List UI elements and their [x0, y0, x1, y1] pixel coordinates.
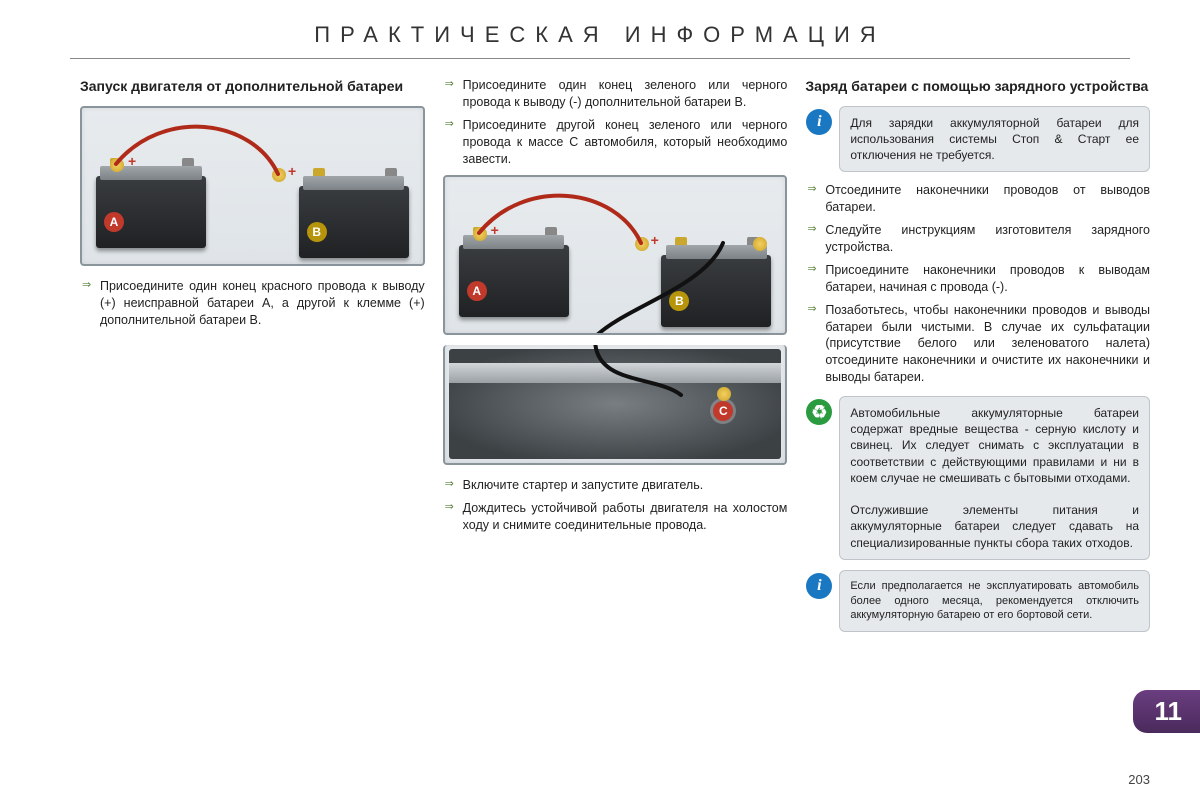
info-icon: i — [806, 109, 832, 135]
col1-step1: Присоедините один конец красного провода… — [80, 278, 425, 329]
eco-para1: Автомобильные аккумуляторные батареи сод… — [850, 406, 1139, 485]
battery-b-label: B — [307, 222, 327, 242]
col2-step1: Присоедините один конец зеленого или чер… — [443, 77, 788, 111]
info2-text: Если предполагается не эксплуатировать а… — [850, 580, 1139, 622]
battery-b-label-2: B — [669, 291, 689, 311]
info1-text: Для зарядки аккумуляторной батареи для и… — [850, 116, 1139, 162]
page-number: 203 — [1128, 772, 1150, 787]
col3-heading: Заряд батареи с помощью зарядного устрой… — [805, 77, 1150, 96]
info-icon-2: i — [806, 573, 832, 599]
col3-step1: Отсоедините наконечники проводов от выво… — [805, 182, 1150, 216]
page-title: ПРАКТИЧЕСКАЯ ИНФОРМАЦИЯ — [0, 0, 1200, 58]
eco-box: ♻ Автомобильные аккумуляторные батареи с… — [839, 396, 1150, 560]
section-badge: 11 — [1133, 690, 1200, 733]
figure-jump-start-positive: A B + + — [80, 106, 425, 266]
col1-steps: Присоедините один конец красного провода… — [80, 278, 425, 329]
ground-c-label: C — [713, 401, 733, 421]
info-box-storage: i Если предполагается не эксплуатировать… — [839, 570, 1150, 633]
col2-step4: Дождитесь устойчивой работы двигателя на… — [443, 500, 788, 534]
figure-ground-point: C — [443, 345, 788, 465]
col2-steps-top: Присоедините один конец зеленого или чер… — [443, 77, 788, 167]
col3-step2: Следуйте инструкциям изготовителя зарядн… — [805, 222, 1150, 256]
column-2: Присоедините один конец зеленого или чер… — [443, 77, 788, 642]
col3-step3: Присоедините наконечники проводов к выво… — [805, 262, 1150, 296]
col2-steps-bottom: Включите стартер и запустите двигатель. … — [443, 477, 788, 534]
figure-jump-start-negative: A B + + − — [443, 175, 788, 335]
col1-heading: Запуск двигателя от дополнительной батар… — [80, 77, 425, 96]
eco-para2: Отслужившие элементы питания и аккумулят… — [850, 503, 1139, 549]
col3-steps: Отсоедините наконечники проводов от выво… — [805, 182, 1150, 386]
column-1: Запуск двигателя от дополнительной батар… — [80, 77, 425, 642]
col3-step4: Позаботьтесь, чтобы наконечники проводов… — [805, 302, 1150, 386]
column-3: Заряд батареи с помощью зарядного устрой… — [805, 77, 1150, 642]
col2-step2: Присоедините другой конец зеленого или ч… — [443, 117, 788, 168]
info-box-charging: i Для зарядки аккумуляторной батареи для… — [839, 106, 1150, 173]
battery-a-label-2: A — [467, 281, 487, 301]
content-columns: Запуск двигателя от дополнительной батар… — [0, 59, 1200, 642]
col2-step3: Включите стартер и запустите двигатель. — [443, 477, 788, 494]
eco-icon: ♻ — [806, 399, 832, 425]
battery-a-label: A — [104, 212, 124, 232]
